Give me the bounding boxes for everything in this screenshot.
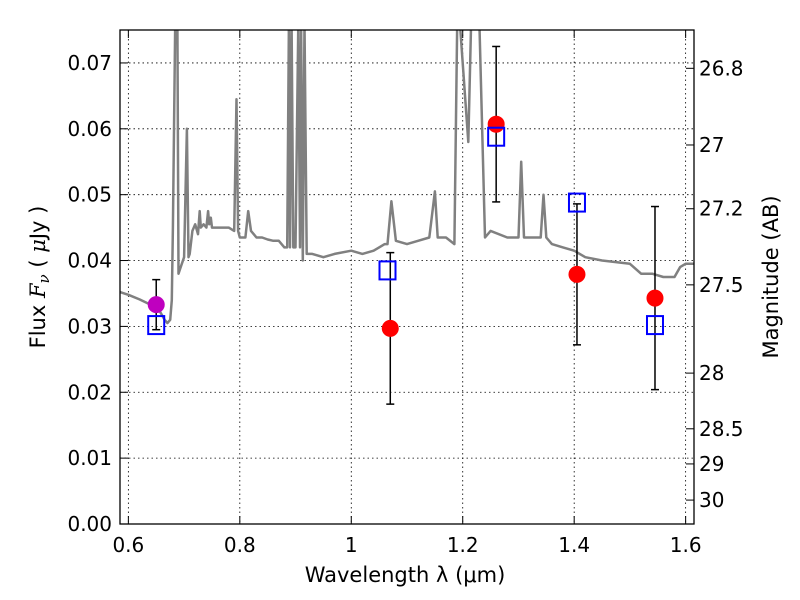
model-point-square xyxy=(378,260,397,281)
y-tick-label: 0.04 xyxy=(67,249,112,273)
x-tick-label: 1 xyxy=(345,533,358,557)
data-point-circle xyxy=(568,265,586,283)
mag-tick-label: 28 xyxy=(699,361,724,385)
mag-tick-label: 29 xyxy=(699,452,724,476)
model-point-square xyxy=(645,315,664,336)
data-markers xyxy=(147,115,664,337)
y-tick-label: 0.07 xyxy=(67,51,112,75)
model-point-square xyxy=(487,126,506,147)
plot-frame xyxy=(119,29,695,525)
x-tick-label: 0.8 xyxy=(224,533,256,557)
data-point-circle xyxy=(147,296,165,314)
x-tick-label: 0.6 xyxy=(112,533,144,557)
y-tick-label: 0.01 xyxy=(67,446,112,470)
mag-tick-label: 26.8 xyxy=(699,56,744,80)
x-tick-label: 1.4 xyxy=(558,533,590,557)
mag-tick-label: 27.2 xyxy=(699,197,744,221)
plot-area xyxy=(120,30,694,325)
y-tick-label: 0.02 xyxy=(67,380,112,404)
ticks: 0.6 0.8 1 1.2 1.4 1.6 0.00 0.01 0.02 0.03 0.04 0.05… xyxy=(67,30,744,557)
x-tick-label: 1.2 xyxy=(447,533,479,557)
data-point-circle xyxy=(381,319,399,337)
mag-tick-label: 27.5 xyxy=(699,273,744,297)
x-tick-label: 1.6 xyxy=(670,533,702,557)
mag-tick-label: 27 xyxy=(699,133,724,157)
mag-tick-label: 30 xyxy=(699,488,724,512)
model-point-square xyxy=(567,192,586,213)
y-tick-label: 0.05 xyxy=(67,183,112,207)
model-point-square xyxy=(147,315,166,336)
right-axis-label: Magnitude (AB) xyxy=(759,195,783,358)
x-axis-label: Wavelength λ (μm) xyxy=(305,563,506,587)
data-point-circle xyxy=(487,115,505,133)
y-tick-label: 0.06 xyxy=(67,117,112,141)
data-point-circle xyxy=(646,289,664,307)
template-spectrum-line xyxy=(120,30,694,325)
mag-tick-label: 28.5 xyxy=(699,417,744,441)
y-tick-label: 0.03 xyxy=(67,314,112,338)
y-tick-label: 0.00 xyxy=(67,512,112,536)
